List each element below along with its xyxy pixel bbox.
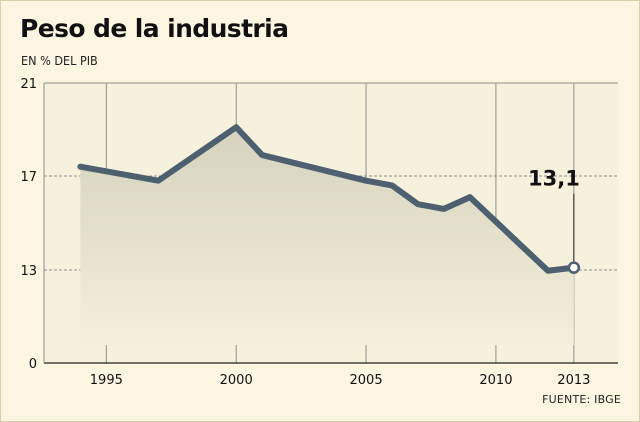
callout-layer: 13,1 — [528, 167, 581, 274]
axis-layer: 1995 2000 2005 2010 2013 0 13 17 21 — [20, 77, 618, 388]
y-tick-label-13: 13 — [20, 264, 37, 279]
source-note: FUENTE: IBGE — [542, 393, 621, 406]
callout-value-label: 13,1 — [528, 167, 580, 191]
chart-subtitle: EN % DEL PIB — [21, 53, 98, 68]
series-line — [77, 124, 577, 274]
x-tick-label-2013: 2013 — [557, 373, 590, 388]
y-tick-label-21: 21 — [20, 77, 37, 92]
series-area — [80, 127, 574, 345]
x-tick-label-2010: 2010 — [479, 373, 512, 388]
area-layer — [80, 127, 574, 345]
x-tick-label-1995: 1995 — [90, 373, 123, 388]
line-layer — [77, 124, 577, 274]
chart-title: Peso de la industria — [20, 14, 289, 43]
x-tick-label-2000: 2000 — [220, 373, 253, 388]
x-tick-label-2005: 2005 — [350, 373, 383, 388]
last-point-marker — [567, 261, 581, 274]
y-tick-label-0: 0 — [29, 357, 37, 372]
y-tick-label-17: 17 — [20, 170, 37, 185]
